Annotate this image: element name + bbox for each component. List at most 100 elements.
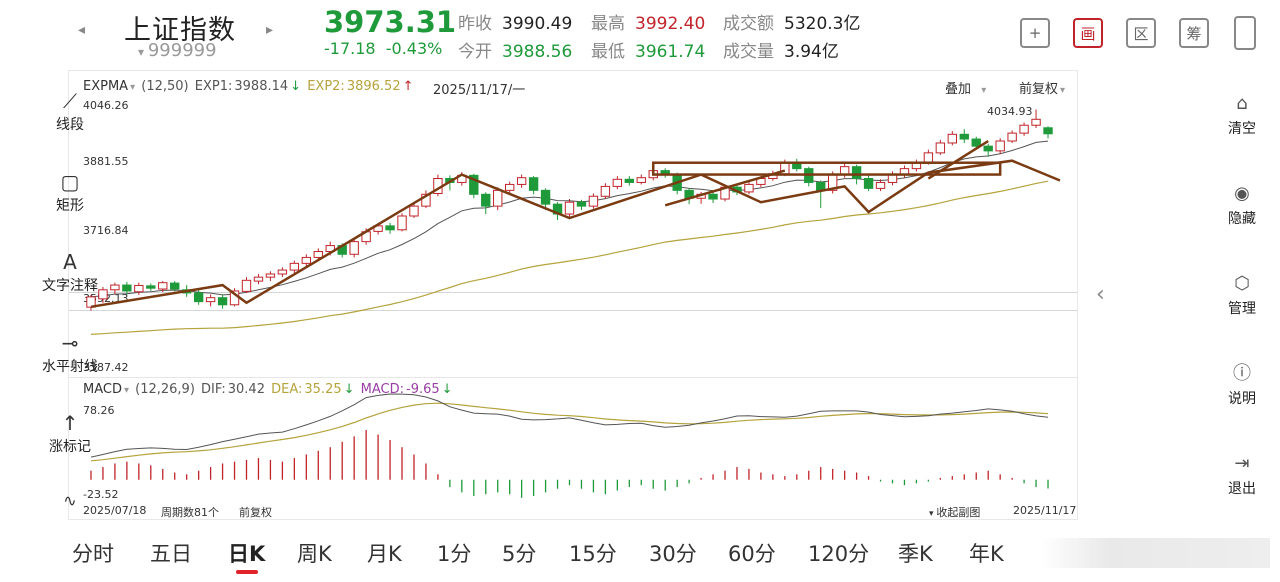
candle-body [409,205,419,217]
tool-label: 涨标记 [49,439,91,455]
y-tick: 3716.84 [83,224,129,237]
macd-params: (12,26,9) [135,382,195,397]
horizontal-ray-line[interactable] [69,310,1077,311]
tool-label: 线段 [56,117,84,133]
clear-button[interactable]: ⌂ 清空 [1214,90,1270,138]
chip-icon[interactable]: 筹 [1179,18,1209,48]
manage-button[interactable]: ⬡ 管理 [1214,270,1270,318]
cursor-date: 2025/11/17/一 [433,83,526,98]
candle-body [277,269,288,275]
tab-five-day[interactable]: 五日 [150,542,192,566]
period-count: 周期数81个 [161,506,219,519]
phone-icon[interactable] [1234,16,1256,50]
plus-box-icon[interactable]: + [1020,18,1050,48]
tool-up-marker[interactable]: ↑ 涨标记 [32,410,108,456]
side-label: 隐藏 [1228,211,1256,227]
dropdown-icon: ▾ [1060,85,1066,96]
tabs-fade [1040,538,1270,568]
overlay-select[interactable]: 叠加 ▾ [945,78,988,97]
text-icon: A [63,250,77,274]
help-button[interactable]: ⓘ 说明 [1214,360,1270,408]
side-label: 退出 [1228,481,1256,497]
horizontal-ray-line[interactable] [69,292,1077,293]
candle-body [576,201,587,207]
candle-body [134,284,144,293]
trend-annotation-line [927,139,989,180]
trash-icon: ⌂ [1236,93,1248,114]
prev-close-value: 3990.49 [502,14,573,34]
overlay-label: 叠加 [945,82,972,97]
high-value: 3992.40 [635,14,706,34]
panel-divider [69,377,1077,378]
collapse-panel-icon[interactable]: ‹ [1096,282,1105,307]
dropdown-icon: ▾ [123,385,129,396]
candle-body [516,177,527,185]
volume-value: 3.94亿 [784,42,839,62]
low: 最低 3961.74 [591,37,705,62]
next-stock-icon[interactable]: ▸ [266,22,274,38]
tab-quarterly-k[interactable]: 季K [898,542,933,566]
y-tick: 3881.55 [83,155,129,168]
tool-label: 文字注释 [42,278,98,294]
dropdown-icon: ▾ [130,82,136,93]
candle-body [636,177,646,183]
expma-legend: EXPMA ▾ (12,50) EXP1: 3988.14 ↓ EXP2: 3896.5… [83,79,416,94]
tab-daily-k[interactable]: 日K [228,542,266,566]
tab-weekly-k[interactable]: 周K [297,542,332,566]
rectangle-icon: ▢ [60,170,80,194]
candle-body [205,297,216,303]
tab-120min[interactable]: 120分 [808,542,870,566]
exp2-label: EXP2: [307,79,345,94]
exit-icon: ⇥ [1234,453,1250,474]
high-label: 最高 [591,14,625,34]
prev-stock-icon[interactable]: ◂ [78,22,86,38]
zone-icon[interactable]: 区 [1126,18,1156,48]
candle-body [875,181,886,189]
draw-icon[interactable]: 画 [1073,18,1103,48]
tab-30min[interactable]: 30分 [649,542,697,566]
tab-intraday[interactable]: 分时 [72,542,114,566]
tab-yearly-k[interactable]: 年K [969,542,1004,566]
down-arrow-icon: ↓ [441,382,453,397]
rectangle-annotation [651,161,1002,176]
trend-annotation-line [90,159,1061,309]
candle-body [265,273,276,278]
collapse-subchart[interactable]: ▾ 收起副图 [929,504,980,520]
volume-label: 成交量 [723,42,774,62]
index-code[interactable]: ▾ 999999 [138,40,217,61]
down-arrow-icon: ↓ [290,79,302,94]
candle-body [170,282,180,290]
candle-body [1031,118,1041,126]
down-arrow-icon: ↓ [343,382,355,397]
change-percent: -0.43% [385,39,443,58]
candle-body [301,256,312,264]
expma-name[interactable]: EXPMA [83,79,129,94]
hide-button[interactable]: ◉ 隐藏 [1214,180,1270,228]
tool-horizontal-ray[interactable]: ⊸ 水平射线 [32,330,108,376]
tab-15min[interactable]: 15分 [569,542,617,566]
candle-body [540,189,551,205]
tab-monthly-k[interactable]: 月K [367,542,402,566]
tab-60min[interactable]: 60分 [728,542,776,566]
macd-name[interactable]: MACD [83,382,122,397]
adjust-select[interactable]: 前复权 ▾ [1019,78,1067,97]
candle-body [600,185,611,197]
candle-body [349,241,359,255]
exit-button[interactable]: ⇥ 退出 [1214,450,1270,498]
dif-value: 30.42 [227,382,265,397]
tool-line-segment[interactable]: ⟋ 线段 [32,88,108,134]
tool-text-note[interactable]: A 文字注释 [32,249,108,295]
tab-5min[interactable]: 5分 [502,542,537,566]
candle-body [851,166,862,180]
candle-body [947,133,958,144]
exp2-value: 3896.52 [346,79,401,94]
eye-icon: ◉ [1234,183,1250,204]
amount-label: 成交额 [723,14,774,34]
tool-rectangle[interactable]: ▢ 矩形 [32,169,108,215]
kline-chart[interactable]: EXPMA ▾ (12,50) EXP1: 3988.14 ↓ EXP2: 3896.5… [68,70,1078,520]
chart-canvas[interactable] [69,71,1077,519]
side-label: 管理 [1228,301,1256,317]
tool-more[interactable]: ∿ [32,488,108,514]
period-tabs: 分时 五日 日K 周K 月K 1分 5分 15分 30分 60分 120分 季K… [62,528,1280,582]
tab-1min[interactable]: 1分 [437,542,472,566]
